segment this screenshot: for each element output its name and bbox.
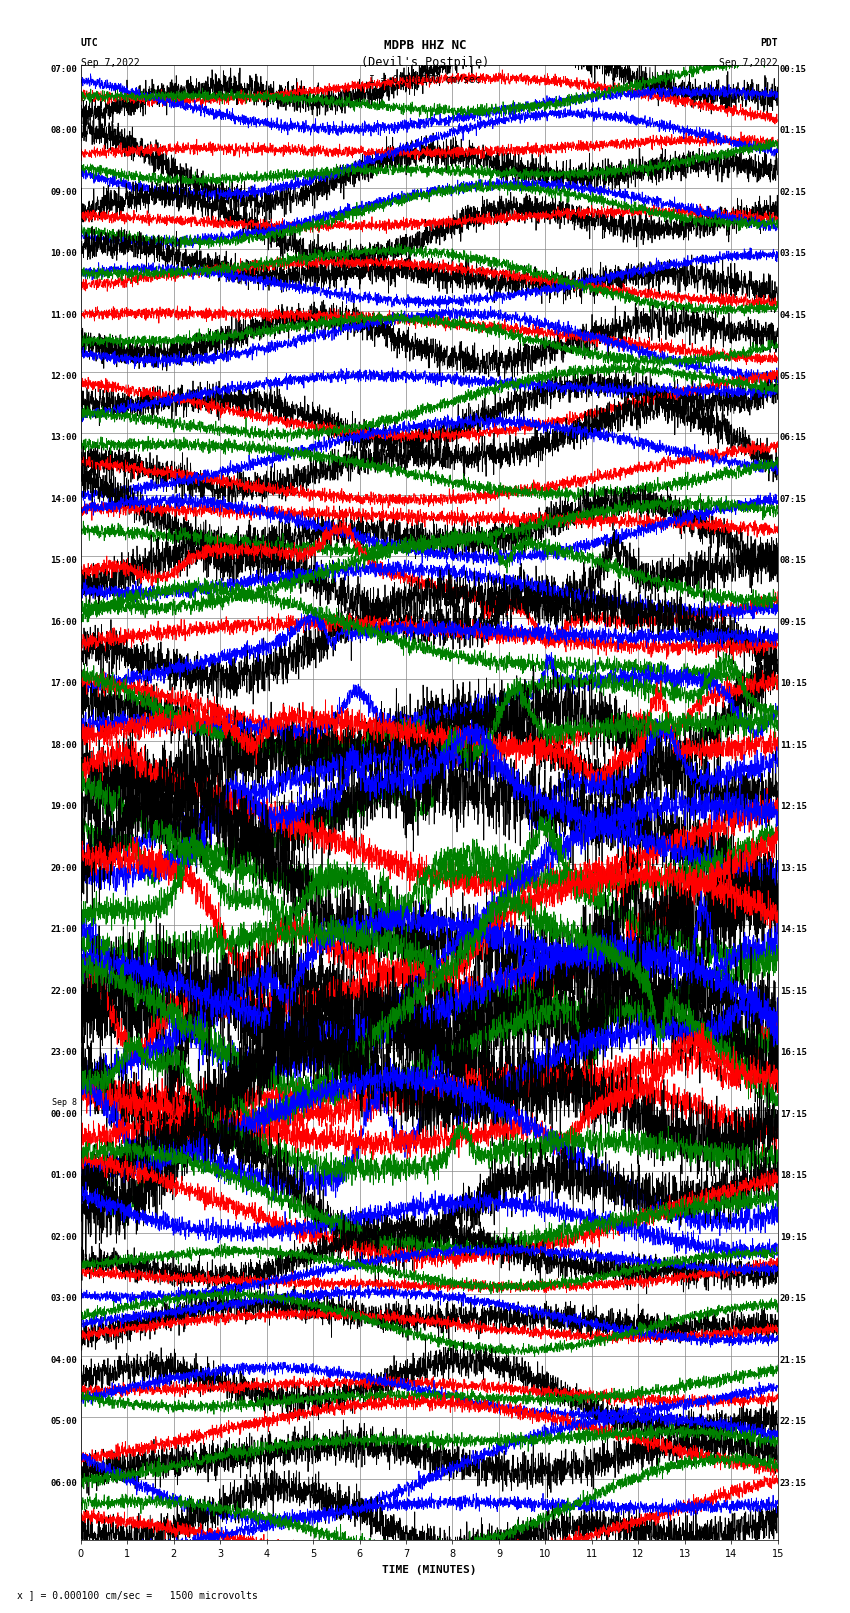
Text: 14:00: 14:00 xyxy=(50,495,77,503)
Text: 04:15: 04:15 xyxy=(779,311,807,319)
Text: 01:15: 01:15 xyxy=(779,126,807,135)
Text: 22:00: 22:00 xyxy=(50,987,77,995)
Text: 20:00: 20:00 xyxy=(50,865,77,873)
Text: 23:15: 23:15 xyxy=(779,1479,807,1487)
Text: 03:15: 03:15 xyxy=(779,248,807,258)
Text: 09:15: 09:15 xyxy=(779,618,807,627)
Text: 05:00: 05:00 xyxy=(50,1418,77,1426)
Text: 18:15: 18:15 xyxy=(779,1171,807,1181)
Text: 13:15: 13:15 xyxy=(779,865,807,873)
Text: PDT: PDT xyxy=(760,39,778,48)
Text: 00:15: 00:15 xyxy=(779,65,807,74)
Text: 12:00: 12:00 xyxy=(50,373,77,381)
Text: 08:00: 08:00 xyxy=(50,126,77,135)
Text: Sep 7,2022: Sep 7,2022 xyxy=(719,58,778,68)
Text: 02:00: 02:00 xyxy=(50,1232,77,1242)
Text: 09:00: 09:00 xyxy=(50,187,77,197)
Text: 23:00: 23:00 xyxy=(50,1048,77,1058)
Text: 01:00: 01:00 xyxy=(50,1171,77,1181)
Text: 08:15: 08:15 xyxy=(779,556,807,566)
Text: 20:15: 20:15 xyxy=(779,1294,807,1303)
Text: UTC: UTC xyxy=(81,39,99,48)
Text: 21:15: 21:15 xyxy=(779,1357,807,1365)
Text: 11:15: 11:15 xyxy=(779,740,807,750)
Text: 02:15: 02:15 xyxy=(779,187,807,197)
Text: 10:15: 10:15 xyxy=(779,679,807,689)
Text: 07:00: 07:00 xyxy=(50,65,77,74)
Text: Sep 7,2022: Sep 7,2022 xyxy=(81,58,139,68)
Text: 12:15: 12:15 xyxy=(779,803,807,811)
Text: 18:00: 18:00 xyxy=(50,740,77,750)
X-axis label: TIME (MINUTES): TIME (MINUTES) xyxy=(382,1565,477,1574)
Text: I = 0.000100 cm/sec: I = 0.000100 cm/sec xyxy=(369,76,481,85)
Text: 19:00: 19:00 xyxy=(50,803,77,811)
Text: 00:00: 00:00 xyxy=(50,1110,77,1119)
Text: 03:00: 03:00 xyxy=(50,1294,77,1303)
Text: 22:15: 22:15 xyxy=(779,1418,807,1426)
Text: 10:00: 10:00 xyxy=(50,248,77,258)
Text: 05:15: 05:15 xyxy=(779,373,807,381)
Text: (Devil's Postpile): (Devil's Postpile) xyxy=(361,56,489,69)
Text: 17:00: 17:00 xyxy=(50,679,77,689)
Text: MDPB HHZ NC: MDPB HHZ NC xyxy=(383,39,467,52)
Text: x ] = 0.000100 cm/sec =   1500 microvolts: x ] = 0.000100 cm/sec = 1500 microvolts xyxy=(17,1590,258,1600)
Text: 04:00: 04:00 xyxy=(50,1357,77,1365)
Text: 15:00: 15:00 xyxy=(50,556,77,566)
Text: 13:00: 13:00 xyxy=(50,434,77,442)
Text: 21:00: 21:00 xyxy=(50,926,77,934)
Text: Sep 8: Sep 8 xyxy=(52,1098,77,1107)
Text: 17:15: 17:15 xyxy=(779,1110,807,1119)
Text: 06:15: 06:15 xyxy=(779,434,807,442)
Text: 16:00: 16:00 xyxy=(50,618,77,627)
Text: 06:00: 06:00 xyxy=(50,1479,77,1487)
Text: 15:15: 15:15 xyxy=(779,987,807,995)
Text: 16:15: 16:15 xyxy=(779,1048,807,1058)
Text: 19:15: 19:15 xyxy=(779,1232,807,1242)
Text: 07:15: 07:15 xyxy=(779,495,807,503)
Text: 11:00: 11:00 xyxy=(50,311,77,319)
Text: 14:15: 14:15 xyxy=(779,926,807,934)
